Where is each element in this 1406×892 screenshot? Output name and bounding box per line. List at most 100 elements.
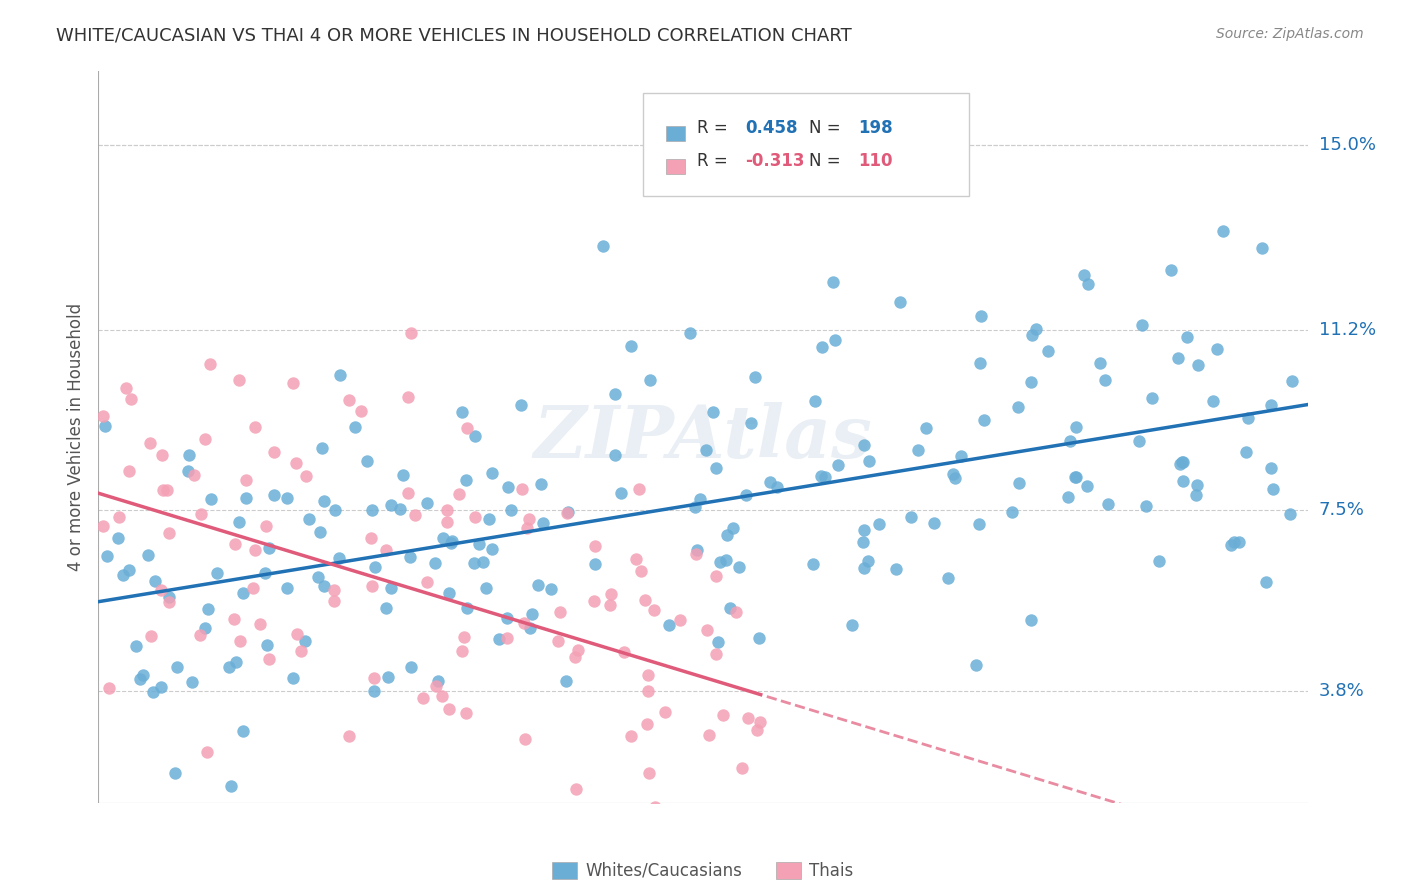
Text: 7.5%: 7.5%	[1319, 501, 1365, 519]
Point	[1160, 263, 1182, 277]
Point	[582, 594, 605, 608]
Point	[475, 581, 498, 595]
Point	[1237, 410, 1260, 425]
Point	[1223, 534, 1246, 549]
Point	[243, 543, 266, 558]
Point	[298, 512, 321, 526]
Point	[1170, 457, 1192, 471]
Point	[1057, 491, 1080, 505]
Point	[439, 535, 461, 549]
Point	[436, 515, 458, 529]
Point	[350, 404, 373, 418]
Point	[224, 536, 246, 550]
Point	[329, 368, 352, 382]
Point	[509, 398, 531, 412]
Legend: Whites/Caucasians, Thais: Whites/Caucasians, Thais	[546, 855, 860, 887]
Point	[735, 805, 758, 819]
Point	[1019, 613, 1042, 627]
Point	[1059, 434, 1081, 449]
Point	[706, 635, 728, 649]
Point	[311, 442, 333, 456]
Point	[1167, 351, 1189, 365]
Text: WHITE/CAUCASIAN VS THAI 4 OR MORE VEHICLES IN HOUSEHOLD CORRELATION CHART: WHITE/CAUCASIAN VS THAI 4 OR MORE VEHICL…	[56, 27, 852, 45]
Text: 198: 198	[858, 120, 893, 137]
Point	[285, 627, 308, 641]
Point	[404, 508, 426, 523]
Point	[565, 782, 588, 797]
Point	[685, 500, 707, 515]
Point	[118, 563, 141, 577]
Point	[360, 531, 382, 545]
Point	[856, 554, 879, 568]
Point	[1135, 499, 1157, 513]
Point	[658, 618, 681, 632]
Point	[564, 649, 586, 664]
Point	[628, 483, 651, 497]
Point	[205, 566, 228, 581]
Point	[858, 454, 880, 468]
Point	[814, 470, 837, 484]
Point	[643, 603, 665, 617]
Point	[1227, 534, 1250, 549]
Point	[307, 570, 329, 584]
Point	[821, 275, 844, 289]
Point	[702, 405, 724, 419]
Point	[685, 547, 707, 561]
Point	[312, 579, 335, 593]
Point	[115, 381, 138, 395]
Point	[396, 486, 419, 500]
Point	[583, 539, 606, 553]
Point	[232, 585, 254, 599]
Point	[689, 492, 711, 507]
Point	[704, 569, 727, 583]
Y-axis label: 4 or more Vehicles in Household: 4 or more Vehicles in Household	[66, 303, 84, 571]
Point	[942, 467, 965, 482]
Point	[166, 660, 188, 674]
Point	[1220, 538, 1243, 552]
Point	[735, 487, 758, 501]
Point	[309, 525, 332, 540]
Point	[1187, 358, 1209, 372]
Point	[129, 672, 152, 686]
Point	[232, 724, 254, 739]
Point	[200, 491, 222, 506]
Point	[152, 483, 174, 497]
Point	[1212, 224, 1234, 238]
Point	[679, 326, 702, 340]
Point	[495, 631, 517, 645]
Point	[399, 549, 422, 564]
Point	[499, 503, 522, 517]
Point	[451, 405, 474, 419]
Point	[1001, 504, 1024, 518]
Point	[290, 643, 312, 657]
Point	[766, 480, 789, 494]
Point	[886, 562, 908, 576]
Point	[630, 564, 652, 578]
Point	[399, 326, 422, 340]
Point	[599, 587, 621, 601]
Point	[965, 658, 987, 673]
Point	[488, 632, 510, 646]
Point	[180, 674, 202, 689]
Point	[156, 483, 179, 497]
Point	[188, 628, 211, 642]
Point	[636, 716, 658, 731]
Point	[1064, 469, 1087, 483]
Point	[495, 610, 517, 624]
Point	[811, 340, 834, 354]
Point	[803, 394, 825, 409]
Point	[747, 723, 769, 737]
Text: 3.8%: 3.8%	[1319, 681, 1364, 699]
Point	[695, 443, 717, 458]
Point	[967, 516, 990, 531]
Point	[520, 607, 543, 621]
Point	[1128, 434, 1150, 448]
Point	[841, 618, 863, 632]
Point	[481, 541, 503, 556]
Point	[1205, 342, 1227, 356]
Point	[218, 659, 240, 673]
Point	[112, 568, 135, 582]
Point	[94, 418, 117, 433]
Point	[1263, 483, 1285, 497]
Point	[1090, 356, 1112, 370]
